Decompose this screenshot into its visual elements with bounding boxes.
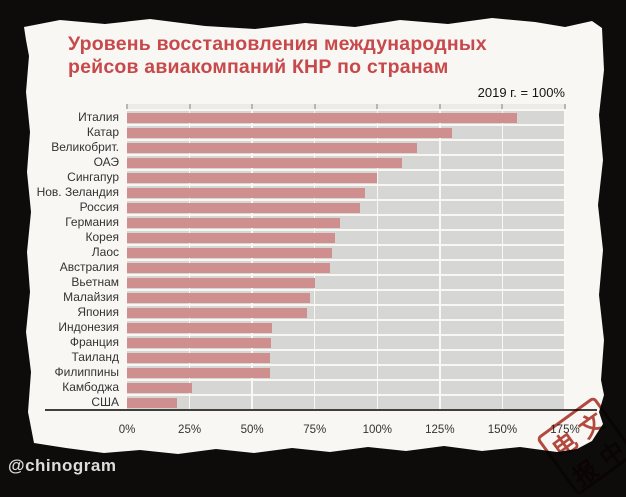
bar-row: Германия xyxy=(65,215,565,230)
axis-tick xyxy=(438,104,441,109)
axis-tick xyxy=(188,104,191,109)
bottom-axis-line xyxy=(45,409,597,411)
bar xyxy=(127,337,271,348)
x-axis-label: 175% xyxy=(550,424,580,436)
country-label: Таиланд xyxy=(71,350,119,364)
country-label: Великобрит. xyxy=(51,140,119,154)
bar xyxy=(127,157,403,168)
bar-track xyxy=(127,396,565,409)
bar-row: Малайзия xyxy=(63,290,565,305)
chart-title-line1: Уровень восстановления международных xyxy=(68,33,487,55)
chart-title: Уровень восстановления международных рей… xyxy=(68,33,487,79)
plot-rows: Италия Катар Великобрит. ОАЭ Сингапур Нов. Зе… xyxy=(37,110,566,410)
axis-tick xyxy=(251,104,254,109)
x-axis-label: 100% xyxy=(362,424,392,436)
framed-infographic: { "frame": { "watermark": "@chinogram", … xyxy=(8,18,626,497)
country-label: ОАЭ xyxy=(93,155,119,169)
bar-row: Нов. Зеландия xyxy=(37,185,565,200)
country-label: Австралия xyxy=(59,260,119,274)
bar xyxy=(127,322,273,333)
bar-row: Катар xyxy=(87,125,565,140)
bar-row: Филиппины xyxy=(55,365,565,380)
watermark-handle: @chinogram xyxy=(8,456,117,475)
bar xyxy=(127,277,315,288)
country-label: Сингапур xyxy=(67,170,119,184)
bar-row: Корея xyxy=(85,230,565,245)
bar xyxy=(127,307,308,318)
bar-row: ОАЭ xyxy=(94,155,565,170)
bar-row: Франция xyxy=(70,335,565,350)
bar-row: Япония xyxy=(77,305,565,320)
axis-tick xyxy=(126,104,128,109)
country-label: Франция xyxy=(69,335,119,349)
x-axis-label: 25% xyxy=(178,424,202,436)
x-axis-label: 0% xyxy=(118,424,136,436)
bar xyxy=(127,217,340,228)
bar xyxy=(127,367,270,378)
bar xyxy=(127,262,330,273)
bar xyxy=(127,202,360,213)
bar-row: Вьетнам xyxy=(71,275,565,290)
country-label: Лаос xyxy=(91,245,119,259)
bar xyxy=(127,127,453,138)
bar-row: Россия xyxy=(80,200,565,215)
x-axis-label: 125% xyxy=(425,424,455,436)
axis-tick xyxy=(501,104,504,109)
top-axis-tickband xyxy=(126,104,566,109)
bar xyxy=(127,142,418,153)
x-axis: 0% 25% 50% 75% 100% 125% 150% 175% xyxy=(119,424,580,439)
country-label: Германия xyxy=(65,215,119,229)
x-axis-label: 150% xyxy=(487,424,518,436)
x-axis-label: 75% xyxy=(303,424,327,436)
country-label: Нов. Зеландия xyxy=(36,185,119,199)
country-label: Корея xyxy=(85,230,119,244)
bar-row: Таиланд xyxy=(72,350,565,365)
country-label: Вьетнам xyxy=(71,275,119,289)
axis-tick xyxy=(376,104,379,109)
bar-row: Италия xyxy=(78,110,565,125)
bar xyxy=(127,232,335,243)
bar-row: Камбоджа xyxy=(62,380,565,395)
bar xyxy=(127,187,365,198)
bar xyxy=(127,382,193,393)
country-label: Италия xyxy=(78,110,119,124)
bar xyxy=(127,397,178,408)
country-label: Россия xyxy=(79,200,119,214)
bar-row: Сингапур xyxy=(67,170,565,185)
country-label: Катар xyxy=(86,125,119,139)
bar xyxy=(127,247,333,258)
country-label: США xyxy=(91,395,119,409)
bar xyxy=(127,112,518,123)
country-label: Камбоджа xyxy=(62,380,119,394)
bar-row: Индонезия xyxy=(58,320,565,335)
country-label: Филиппины xyxy=(54,365,119,379)
bar xyxy=(127,352,270,363)
country-label: Япония xyxy=(77,305,119,319)
bar xyxy=(127,292,310,303)
chart-title-line2: рейсов авиакомпаний КНР по странам xyxy=(68,56,449,78)
x-axis-label: 50% xyxy=(240,424,264,436)
country-label: Индонезия xyxy=(58,320,119,334)
country-label: Малайзия xyxy=(63,290,119,304)
axis-tick xyxy=(313,104,316,109)
axis-tick xyxy=(564,104,566,109)
bar-row: США xyxy=(91,395,565,410)
bar-row: Великобрит. xyxy=(51,140,565,155)
bar xyxy=(127,172,378,183)
bar-row: Австралия xyxy=(60,260,565,275)
bar-track xyxy=(127,381,565,394)
bar-row: Лаос xyxy=(92,245,565,260)
chart-note: 2019 г. = 100% xyxy=(477,85,565,100)
